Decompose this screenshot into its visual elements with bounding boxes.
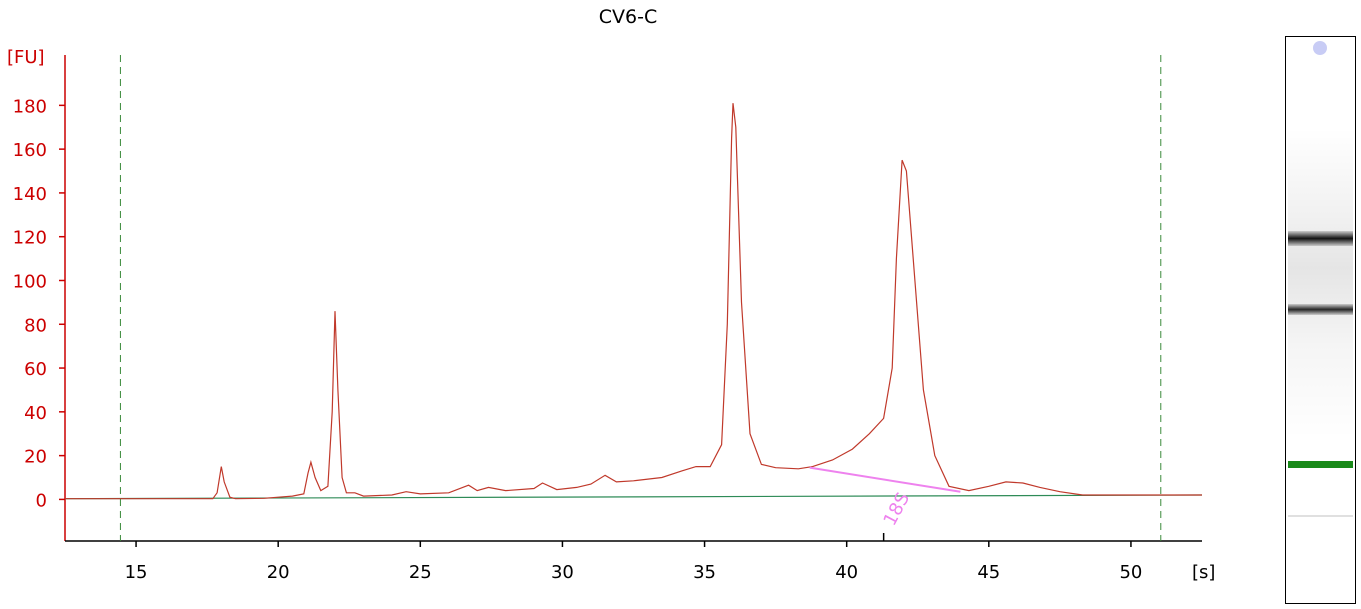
gel-band	[1288, 460, 1353, 468]
x-tick-label: 30	[551, 562, 574, 583]
x-tick-label: 45	[977, 562, 1000, 583]
x-tick-label: 50	[1119, 562, 1142, 583]
y-tick-label: 20	[24, 447, 47, 468]
x-tick-label: 15	[125, 562, 148, 583]
y-tick-label: 180	[13, 96, 47, 117]
gel-band	[1288, 231, 1353, 246]
x-tick-label: 40	[835, 562, 858, 583]
gel-band	[1288, 515, 1353, 518]
x-tick-label: 20	[267, 562, 290, 583]
y-tick-label: 140	[13, 184, 47, 205]
y-tick-label: 0	[36, 490, 47, 511]
gel-smear	[1288, 127, 1353, 439]
chart-title: CV6-C	[599, 6, 657, 28]
lane-marker-icon	[1313, 41, 1327, 55]
y-tick-label: 80	[24, 315, 47, 336]
y-tick-label: 40	[24, 403, 47, 424]
x-axis-label: [s]	[1192, 562, 1215, 583]
gel-band	[1288, 303, 1353, 315]
plot-area: 18S	[64, 55, 1203, 541]
peak-integration-line	[809, 466, 961, 493]
gel-lane	[1285, 36, 1356, 604]
signal-trace-line	[65, 103, 1202, 500]
x-tick-label: 25	[409, 562, 432, 583]
y-tick-label: 60	[24, 359, 47, 380]
peak-label: 18S	[880, 489, 915, 529]
y-tick-label: 160	[13, 140, 47, 161]
x-tick-label: 35	[693, 562, 716, 583]
y-tick-label: 100	[13, 271, 47, 292]
y-tick-label: 120	[13, 228, 47, 249]
axes: 0 20 40 60 80 100 120 140 160 180 15 20 25 30 35 40 45 50	[13, 55, 1202, 583]
y-axis-label: [FU]	[7, 47, 45, 68]
